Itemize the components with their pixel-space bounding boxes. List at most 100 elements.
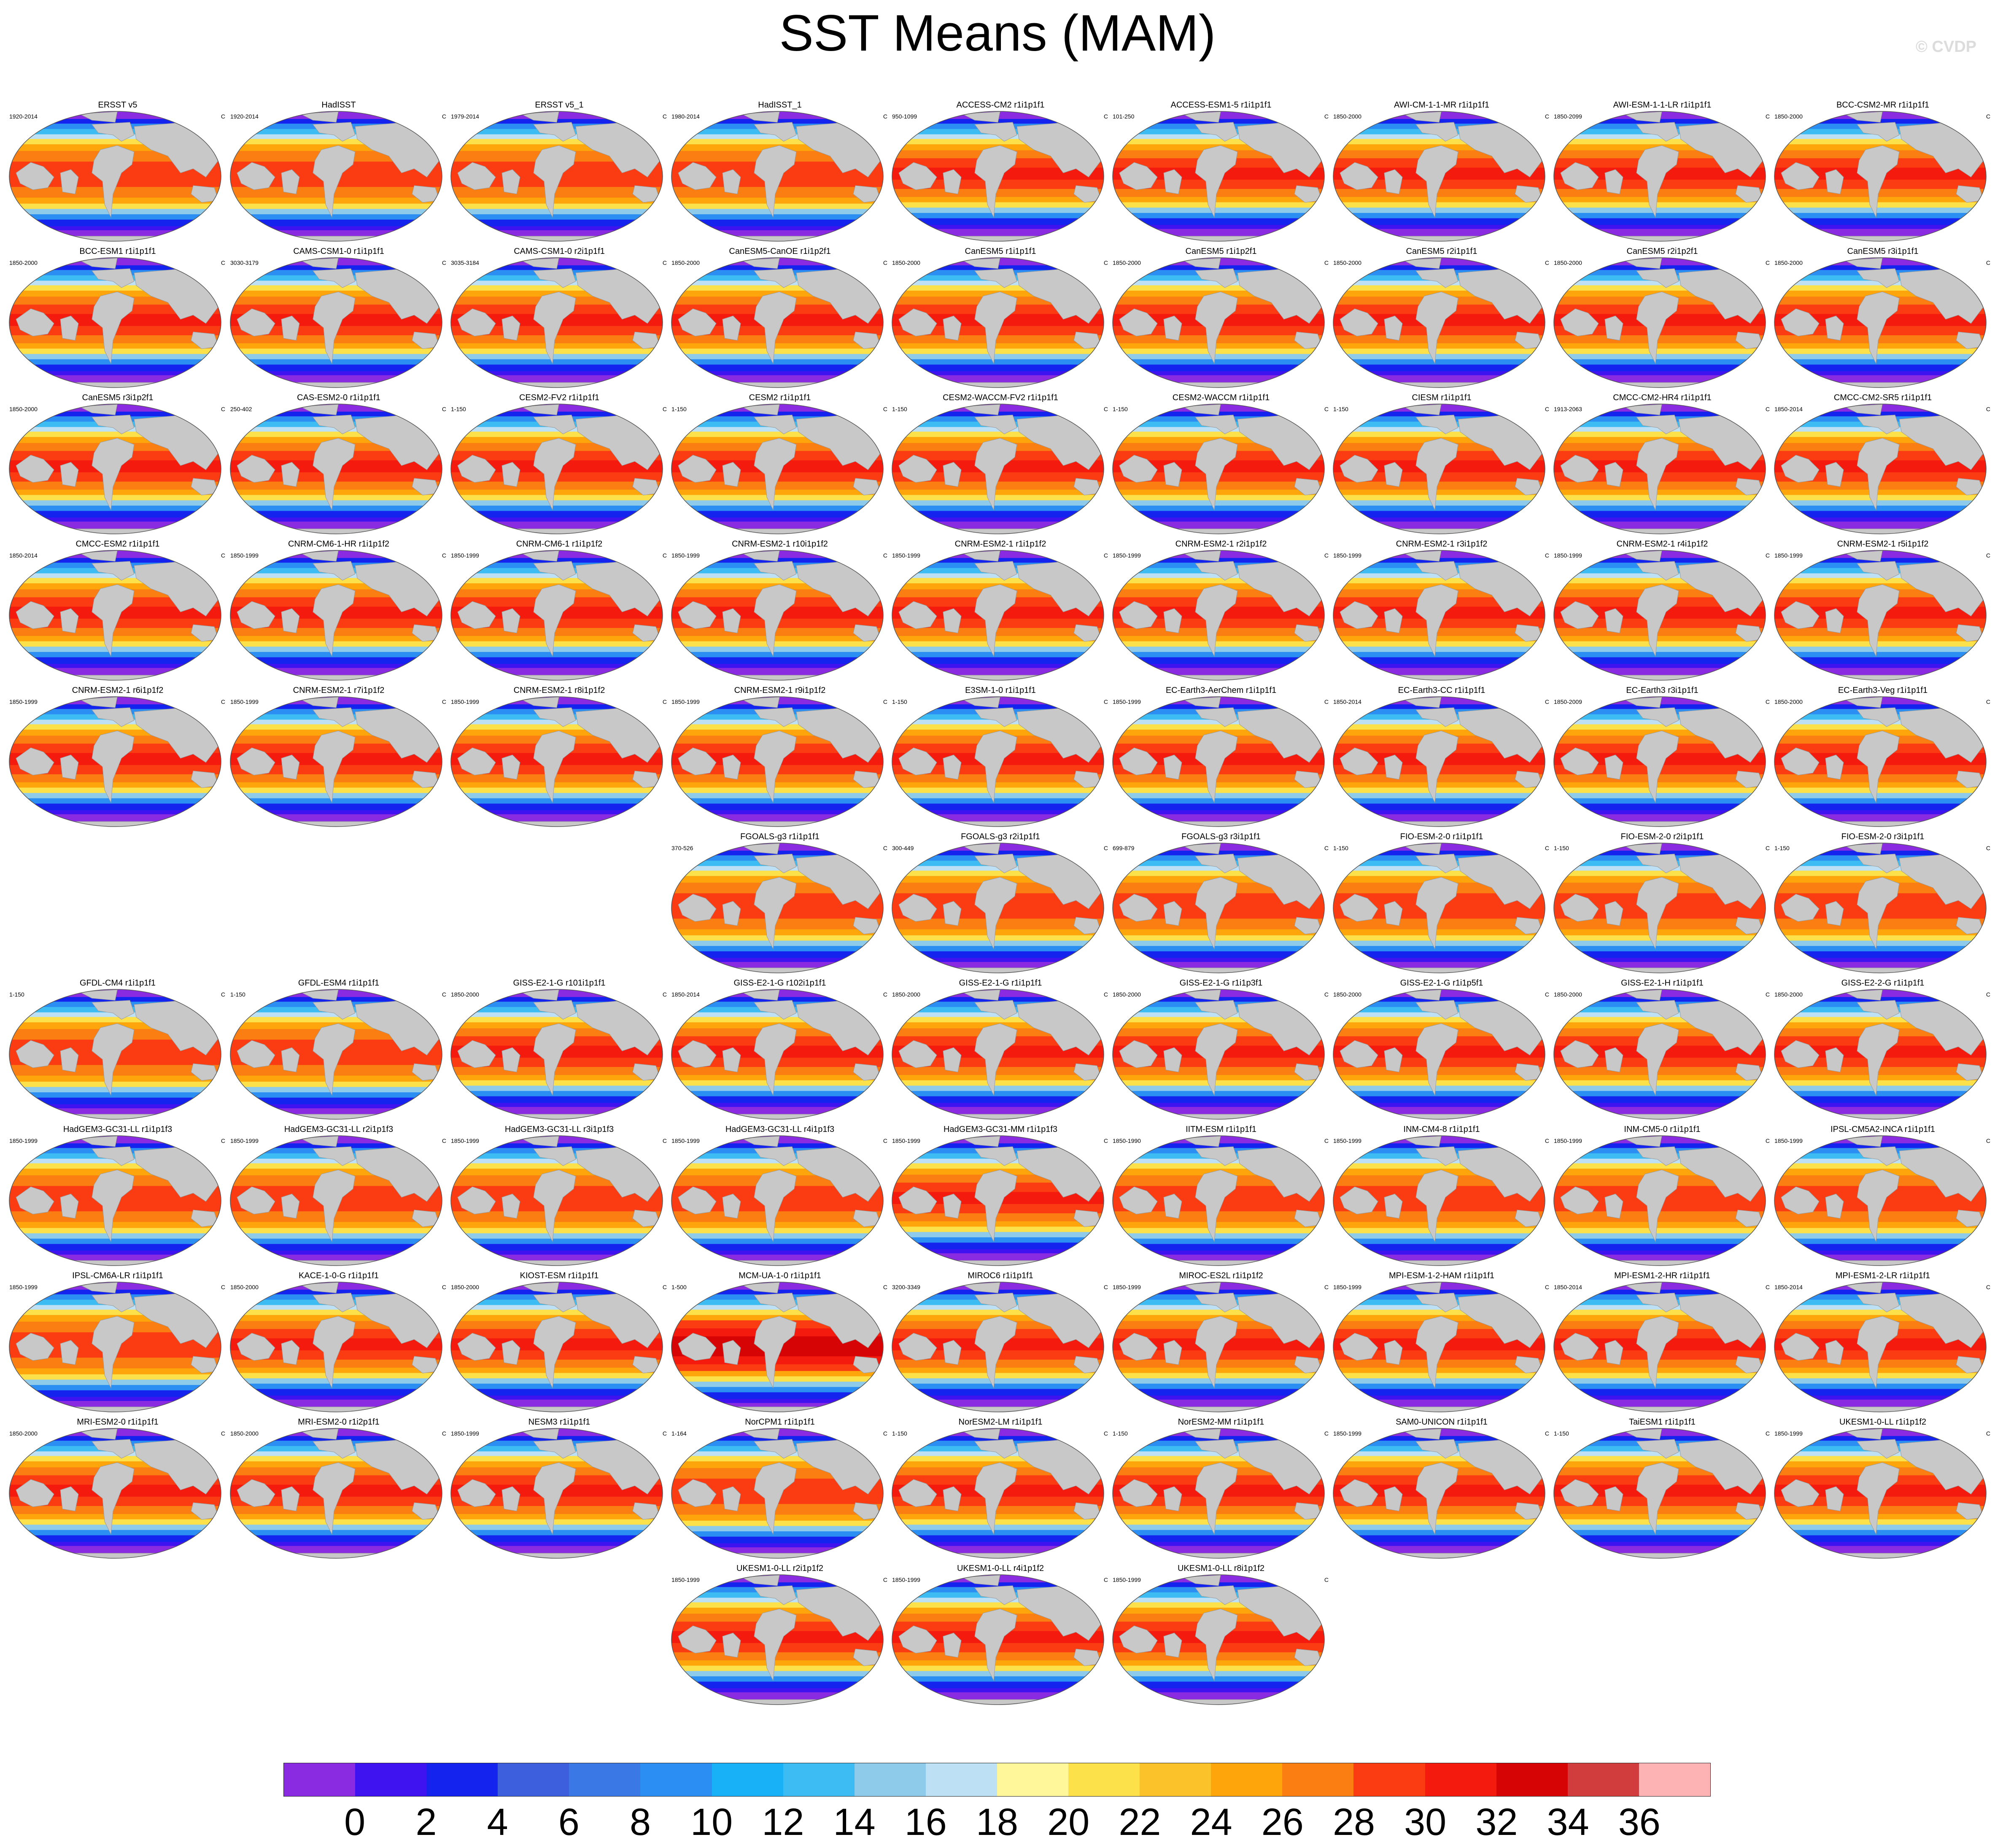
map-panel: FGOALS-g3 r1i1p1f1 370-526 C [670, 832, 890, 975]
landmass [451, 821, 663, 827]
sst-band [892, 202, 1104, 208]
map-panel: ACCESS-CM2 r1i1p1f1 950-1099 C [890, 100, 1111, 244]
map-panel: CanESM5 r1i1p1f1 1850-2000 C [890, 247, 1111, 390]
landmass [533, 268, 576, 288]
landmass [78, 697, 118, 708]
landmass [1294, 770, 1322, 788]
panel-unit: C [883, 259, 887, 266]
sst-band [671, 505, 883, 512]
landmass [853, 1502, 881, 1520]
sst-band [671, 197, 883, 204]
sst-band [1333, 946, 1545, 952]
sst-band [230, 226, 442, 231]
landmass [1415, 707, 1459, 727]
sst-band [1554, 343, 1766, 349]
sst-band [671, 1665, 883, 1672]
sst-band [1554, 335, 1766, 344]
panel-title: CMCC-CM2-SR5 r1i1p1f1 [1833, 393, 1932, 402]
sst-band [1333, 793, 1545, 799]
panel-period: 1850-1999 [892, 1137, 920, 1144]
sst-band [451, 636, 663, 642]
panel-unit: C [1765, 698, 1770, 705]
sst-band [9, 371, 221, 376]
world-sst-map [1774, 1135, 1987, 1266]
sst-band [1774, 946, 1986, 952]
map-outline [450, 696, 663, 827]
world-sst-map [892, 696, 1104, 827]
landmass [1384, 754, 1403, 780]
landmass [533, 291, 576, 364]
landmass [281, 315, 300, 341]
landmass [1113, 1406, 1324, 1412]
landmass [1195, 877, 1238, 950]
sst-band [1333, 803, 1545, 811]
sst-band [9, 1506, 221, 1514]
landmass [974, 854, 1017, 873]
landmass [451, 1114, 663, 1119]
landmass [1515, 1063, 1543, 1081]
panel-period: 1850-1999 [230, 1137, 259, 1144]
landmass [671, 1260, 883, 1266]
panel-title: HadGEM3-GC31-LL r1i1p1f3 [63, 1125, 173, 1134]
map-panel: CanESM5 r3i1p1f1 1850-2000 C [1773, 247, 1993, 390]
panel-period: 1850-2000 [1554, 991, 1582, 998]
sst-band [1333, 664, 1545, 668]
landmass [898, 1479, 937, 1507]
sst-band [892, 207, 1104, 213]
landmass [1415, 1000, 1459, 1020]
panel-period: 1850-1999 [671, 1576, 700, 1583]
world-sst-map [892, 111, 1104, 242]
panel-period: 1850-2000 [1774, 698, 1803, 705]
landmass [1735, 1063, 1763, 1081]
sst-band [892, 1242, 1104, 1250]
sst-band [1774, 1519, 1986, 1525]
sst-band [451, 1239, 663, 1245]
landmass [722, 1486, 741, 1511]
colorbar-swatch [854, 1763, 926, 1796]
colorbar-tick-label: 22 [1119, 1801, 1161, 1843]
world-sst-map [9, 1135, 221, 1266]
world-sst-map [1333, 404, 1545, 534]
landmass [754, 291, 797, 364]
landmass [60, 1486, 79, 1511]
sst-band [230, 1360, 442, 1368]
landmass [632, 1063, 661, 1081]
sst-band [451, 359, 663, 365]
panel-unit: C [442, 991, 446, 998]
landmass [1119, 455, 1158, 483]
panel-unit: C [883, 1137, 887, 1144]
landmass [898, 1333, 937, 1361]
sst-band [1333, 189, 1545, 197]
panel-unit: C [1986, 991, 1990, 998]
sst-band [1554, 1535, 1766, 1543]
sst-band [1333, 1389, 1545, 1396]
sst-band [9, 793, 221, 799]
colorbar [283, 1763, 1711, 1797]
sst-band [451, 1080, 663, 1086]
landmass [457, 1040, 496, 1068]
panel-unit: C [442, 552, 446, 559]
landmass [281, 1340, 300, 1365]
sst-band [230, 364, 442, 372]
landmass [1119, 162, 1158, 190]
landmass [501, 169, 520, 194]
map-panel: CMCC-CM2-SR5 r1i1p1f1 1850-2014 C [1773, 393, 1993, 536]
panel-unit: C [442, 1137, 446, 1144]
sst-band [1113, 1383, 1324, 1390]
landmass [943, 1193, 962, 1219]
map-panel: FGOALS-g3 r2i1p1f1 300-449 C [890, 832, 1111, 975]
landmass [892, 528, 1104, 534]
sst-band [1333, 207, 1545, 213]
sst-band [1333, 1506, 1545, 1514]
colorbar-swatch [1140, 1763, 1211, 1796]
panel-title: NorESM2-MM r1i1p1f1 [1178, 1417, 1264, 1427]
panel-period: 1850-2000 [671, 259, 700, 266]
landmass [722, 1193, 741, 1219]
page-title: SST Means (MAM) [779, 4, 1216, 62]
panel-title: CNRM-ESM2-1 r5i1p1f2 [1837, 539, 1929, 549]
sst-band [1113, 335, 1324, 344]
panel-unit: C [1545, 1430, 1549, 1437]
sst-band [1554, 495, 1766, 501]
landmass [1119, 1479, 1158, 1507]
sst-band [9, 657, 221, 665]
